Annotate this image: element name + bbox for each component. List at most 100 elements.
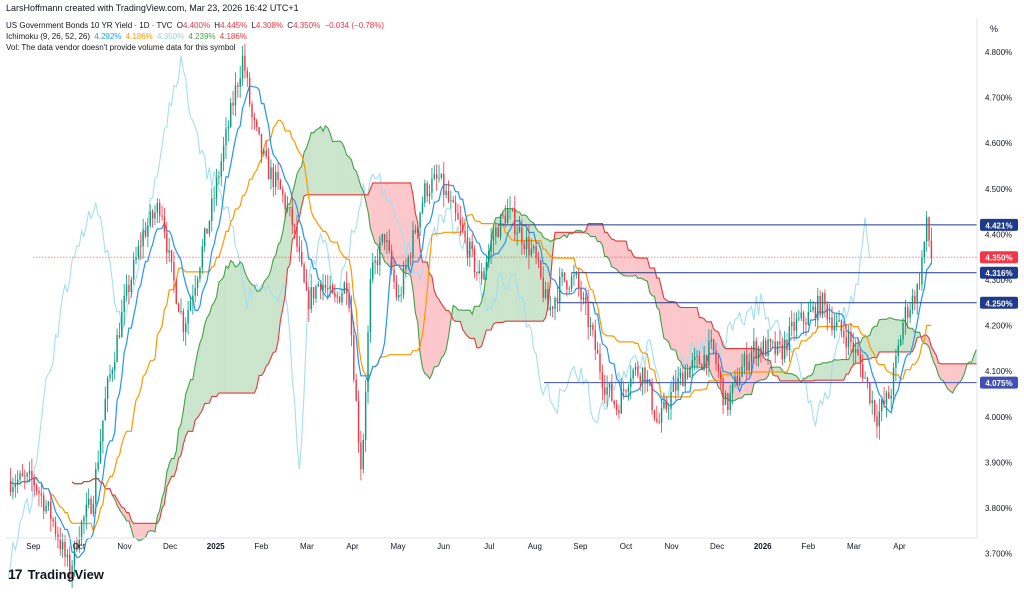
ohlc-close: C4.350% [287,21,321,30]
candle [177,302,180,313]
cloud-segment [855,343,859,364]
cloud-segment [592,223,596,237]
cloud-segment [344,147,347,195]
candle [743,351,746,375]
candle [696,350,698,370]
candle [144,221,147,239]
cloud-segment [824,362,828,381]
cloud-segment [763,356,766,380]
cloud-segment [171,458,174,477]
candle [317,281,320,288]
cloud-segment [507,208,511,322]
candle [161,205,163,221]
cloud-segment [905,320,908,352]
cloud-segment [384,182,387,264]
candle [443,162,445,208]
cloud-segment [337,141,340,195]
candle [130,276,132,298]
cloud-segment [233,262,236,394]
cloud-segment [339,141,342,195]
level-line[interactable]: 4.316% [571,266,1018,279]
cloud-segment [893,319,896,352]
candle [923,241,926,264]
candle [859,349,862,378]
candle [114,351,116,380]
candle [215,168,218,206]
candle [731,382,734,405]
candle [374,255,376,275]
candle [667,403,670,420]
time-tick-label: Dec [710,542,724,551]
candle [73,540,76,577]
candle [575,270,578,279]
candle [888,385,890,400]
candle [514,196,516,241]
cloud-segment [273,255,276,353]
candle [914,290,916,311]
cloud-segment [486,258,489,330]
level-line[interactable]: 4.075% [543,376,1018,389]
candle [154,204,156,226]
candle [509,196,511,220]
cloud-segment [311,132,314,195]
candle [336,291,338,304]
candle [305,268,308,292]
cloud-segment [498,216,501,323]
cloud-segment [943,363,946,386]
cloud-segment [214,296,217,397]
candle [426,180,428,203]
cloud-segment [810,373,814,381]
candle [296,215,298,253]
candle [535,240,537,265]
level-price-label: 4.250% [980,296,1018,309]
candle [630,365,632,400]
level-line[interactable]: 4.350% [33,251,1018,264]
candle [308,286,310,323]
cloud-segment [263,279,267,373]
time-axis[interactable]: Sep Oct Nov Dec 2025 Feb Mar Apr May Jun Jul Aug Sep… [26,542,906,551]
candle [847,325,850,356]
candle [665,395,667,413]
candle [170,249,173,273]
cloud-segment [415,213,418,323]
candle [897,339,899,363]
cloud-segment [876,319,880,358]
candle [561,268,563,286]
candle [918,271,921,290]
candle [357,390,360,453]
cloud-segment [431,276,435,375]
level-line[interactable]: 4.250% [557,296,1018,309]
candle [840,319,843,338]
cloud-segment [455,306,458,322]
candle [755,337,757,366]
symbol-title[interactable]: US Government Bonds 10 YR Yield · 1D · T… [6,21,173,30]
candle [639,372,641,391]
candle [419,211,421,237]
candle [930,227,933,265]
candle [570,273,573,293]
candle [400,286,402,303]
candle [876,404,878,438]
candle [21,463,24,477]
candle [632,367,634,385]
tradingview-logo[interactable]: 17 TradingView [8,566,104,582]
candle [746,342,748,379]
cloud-segment [207,314,210,404]
price-axis[interactable]: 4.800% 4.700% 4.600% 4.500% 4.400% 4.300% 4.20… [985,48,1012,594]
candle [682,365,684,387]
cloud-segment [308,132,312,195]
cloud-segment [124,508,127,521]
cloud-segment [590,223,593,237]
candle [466,225,469,267]
cloud-segment [152,523,155,532]
ichimoku-label[interactable]: Ichimoku (9, 26, 52, 26) [6,32,91,41]
horizontal-levels[interactable]: 4.421% 4.350% 4.316% 4.250% 4.075% [33,218,1018,389]
candle [504,204,507,228]
cloud-segment [784,373,788,381]
level-line[interactable]: 4.421% [498,218,1018,231]
candle [651,378,653,415]
candle [613,399,615,409]
candle [334,284,336,303]
cloud-segment [422,262,425,374]
